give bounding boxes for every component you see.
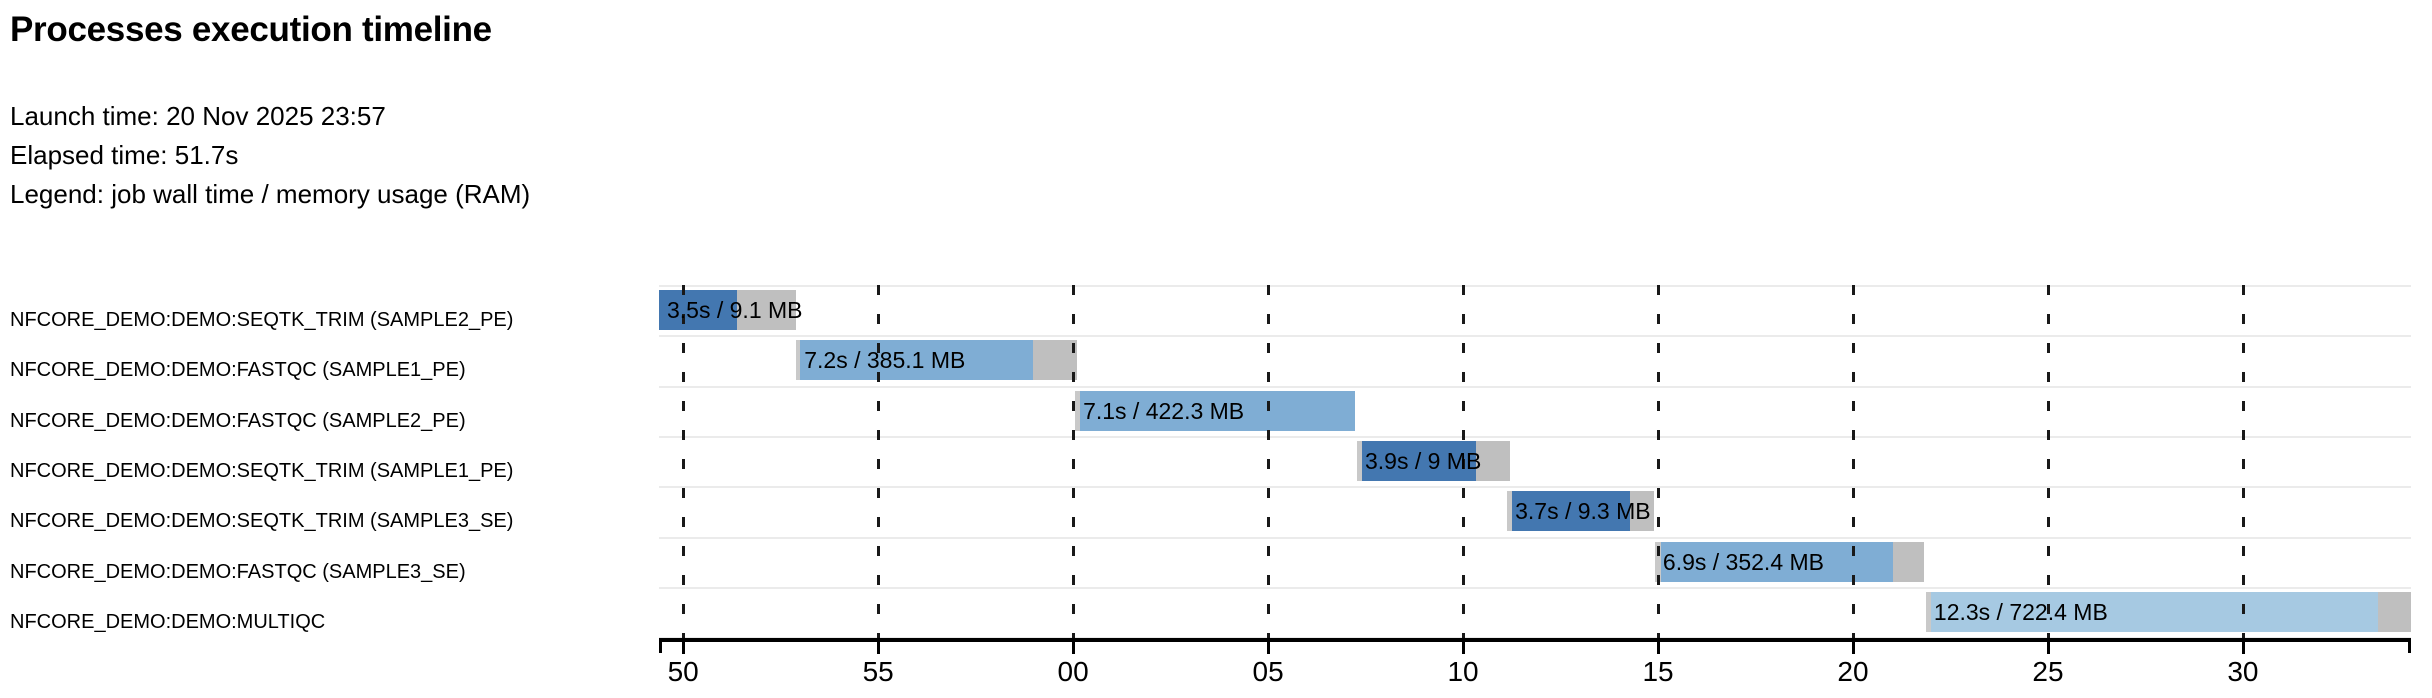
row-separator-line (659, 335, 2411, 337)
task-bar-tail-segment (736, 290, 797, 330)
gridline (2241, 285, 2245, 638)
x-axis-tick-label: 25 (2032, 656, 2064, 687)
x-axis-tick-label: 00 (1057, 656, 1089, 687)
elapsed-time-text: Elapsed time: 51.7s (10, 140, 239, 170)
task-row-label: NFCORE_DEMO:DEMO:SEQTK_TRIM (SAMPLE2_PE) (10, 309, 514, 331)
gridline (1657, 285, 1661, 638)
gridline (877, 285, 881, 638)
task-bar-pre-segment (1075, 391, 1081, 431)
task-bar-label: 3.7s / 9.3 MB (1515, 498, 1651, 524)
x-axis-end-cap (2408, 640, 2411, 653)
task-bar-label: 7.2s / 385.1 MB (804, 347, 966, 373)
task-bar-label: 3.5s / 9.1 MB (667, 297, 803, 323)
page-title: Processes execution timeline (10, 10, 492, 49)
task-bar-pre-segment (1507, 491, 1513, 531)
gridline (1267, 285, 1271, 638)
gridline (1072, 285, 1076, 638)
gridline (682, 285, 686, 638)
task-bar-tail-segment (2377, 592, 2411, 632)
task-bar (1080, 391, 1356, 431)
x-axis-tick-label: 20 (1837, 656, 1869, 687)
x-axis-tick-mark (1072, 641, 1076, 654)
task-row-label: NFCORE_DEMO:DEMO:FASTQC (SAMPLE3_SE) (10, 561, 466, 583)
x-axis-tick-mark (1657, 641, 1661, 654)
task-bar-pre-segment (1925, 592, 1931, 632)
x-axis-line (659, 638, 2411, 642)
x-axis-tick-label: 15 (1642, 656, 1674, 687)
task-bar-tail-segment (1629, 491, 1655, 531)
gridline (1851, 285, 1855, 638)
task-bar (1930, 592, 2378, 632)
x-axis-tick-mark (2241, 641, 2245, 654)
task-bar (1512, 491, 1630, 531)
row-separator-line (659, 285, 2411, 287)
task-row-label: NFCORE_DEMO:DEMO:FASTQC (SAMPLE2_PE) (10, 410, 466, 432)
x-axis-tick-mark (2046, 641, 2050, 654)
row-separator-line (659, 386, 2411, 388)
x-axis-tick-mark (1462, 641, 1466, 654)
row-separator-line (659, 486, 2411, 488)
task-bar (659, 290, 737, 330)
x-axis-tick-label: 05 (1252, 656, 1284, 687)
task-bar-pre-segment (1356, 441, 1363, 481)
task-bar-tail-segment (1893, 542, 1924, 582)
task-bar (1362, 441, 1476, 481)
x-axis-tick-mark (1851, 641, 1855, 654)
task-row-label: NFCORE_DEMO:DEMO:FASTQC (SAMPLE1_PE) (10, 359, 466, 381)
x-axis-tick-label: 55 (862, 656, 894, 687)
launch-time-text: Launch time: 20 Nov 2025 23:57 (10, 101, 386, 131)
x-axis-tick-mark (682, 641, 686, 654)
x-axis-tick-mark (877, 641, 881, 654)
x-axis-start-cap (659, 640, 662, 653)
x-axis-tick-label: 30 (2227, 656, 2259, 687)
x-axis-tick-label: 50 (667, 656, 699, 687)
row-separator-line (659, 537, 2411, 539)
x-axis-tick-label: 10 (1447, 656, 1479, 687)
task-bar-pre-segment (796, 340, 801, 380)
task-bar-tail-segment (1475, 441, 1511, 481)
x-axis-tick-mark (1267, 641, 1271, 654)
gridline (2046, 285, 2050, 638)
row-separator-line (659, 587, 2411, 589)
task-bar-label: 7.1s / 422.3 MB (1083, 398, 1245, 424)
task-row-label: NFCORE_DEMO:DEMO:MULTIQC (10, 611, 326, 633)
task-bar-tail-segment (1032, 340, 1077, 380)
row-separator-line (659, 436, 2411, 438)
task-bar-label: 6.9s / 352.4 MB (1662, 549, 1824, 575)
gridline (1462, 285, 1466, 638)
legend-text: Legend: job wall time / memory usage (RA… (10, 179, 531, 209)
task-bar-label: 12.3s / 722.4 MB (1933, 599, 2108, 625)
task-bar (800, 340, 1033, 380)
task-row-label: NFCORE_DEMO:DEMO:SEQTK_TRIM (SAMPLE1_PE) (10, 460, 514, 482)
task-bar-label: 3.9s / 9 MB (1364, 448, 1482, 474)
task-row-label: NFCORE_DEMO:DEMO:SEQTK_TRIM (SAMPLE3_SE) (10, 510, 514, 532)
